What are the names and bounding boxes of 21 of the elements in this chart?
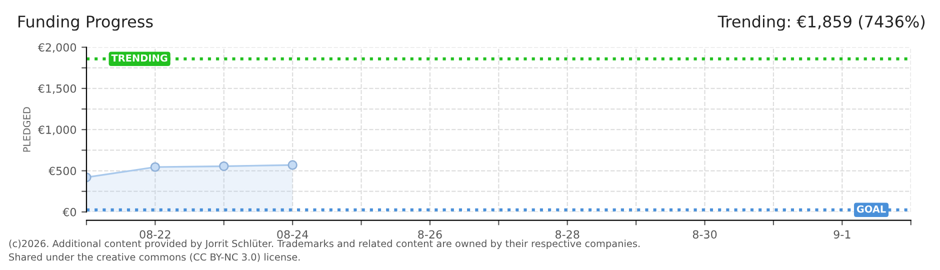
y-axis-title: PLEDGED — [23, 107, 30, 152]
ref-line-label: GOAL — [856, 205, 886, 213]
text: Shared under the creative commons (CC BY-NC 3.0) license. — [9, 253, 300, 262]
y-tick-label: €0 — [62, 208, 76, 216]
ref-line-label: TRENDING — [111, 54, 168, 62]
point — [288, 160, 298, 170]
y-tick-label: €1,500 — [38, 84, 76, 94]
chart-title: Funding Progress — [18, 15, 153, 31]
x-tick-label: 8-26 — [418, 230, 442, 239]
x-tick-label: 08-22 — [140, 230, 170, 239]
x-tick-label: 08-24 — [277, 230, 308, 239]
y-tick-label: €500 — [48, 166, 76, 176]
x-tick-label: 8-28 — [556, 230, 580, 239]
chart-subtitle: Trending: €1,859 (7436%) — [718, 15, 925, 31]
point — [150, 162, 160, 172]
y-tick-label: €2,000 — [38, 43, 76, 53]
text: (c)2026. Additional content provided by Jorrit Schlüter. Trademarks and related content are owned by their respective companies. — [9, 240, 640, 250]
y-tick-label: €1,000 — [38, 126, 76, 136]
x-tick-label: 8-30 — [692, 230, 717, 239]
point — [219, 161, 229, 172]
x-tick-label: 9-1 — [834, 230, 850, 239]
